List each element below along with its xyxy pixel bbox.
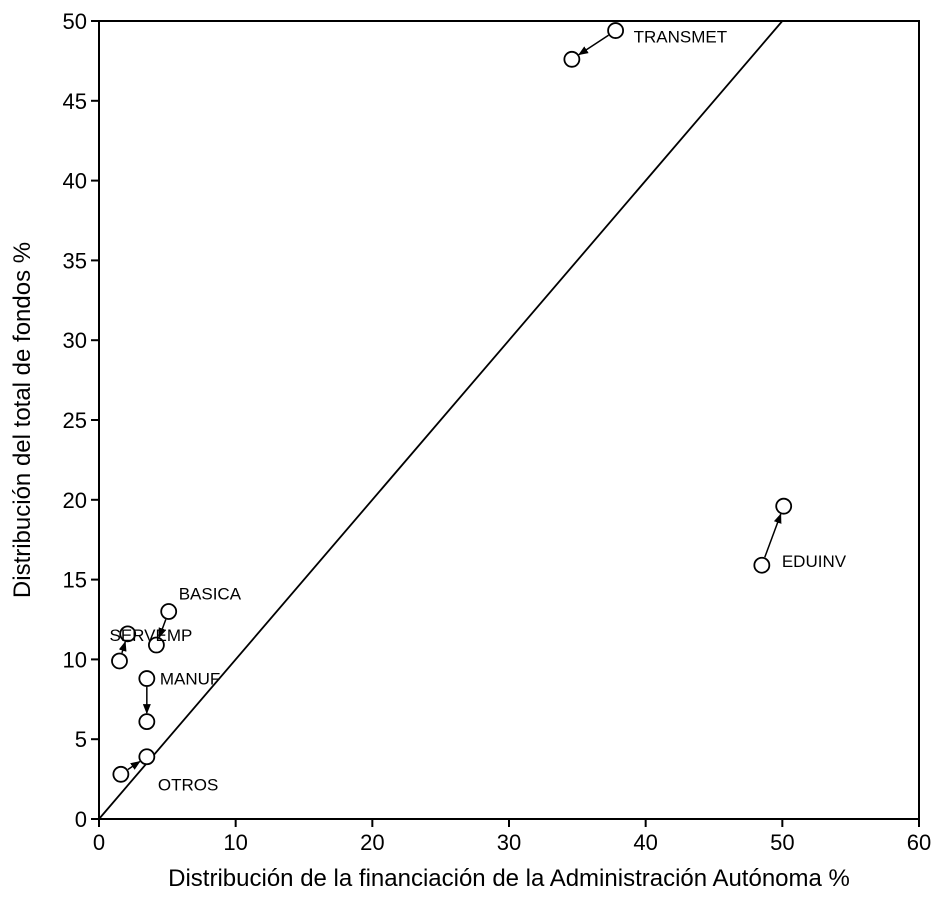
point-marker-end (119, 625, 137, 643)
y-tick-label: 15 (63, 568, 87, 593)
point-marker-end (563, 50, 581, 68)
point-label: EDUINV (782, 552, 847, 571)
point-marker-end (147, 636, 165, 654)
x-tick-label: 0 (93, 830, 105, 855)
point-marker-start (112, 765, 130, 783)
y-tick-label: 45 (63, 89, 87, 114)
y-axis-ticks: 0 5 10 15 20 25 30 35 40 45 50 (63, 9, 99, 832)
point-marker-start (138, 670, 156, 687)
plot-frame (98, 20, 920, 820)
x-tick-label: 50 (770, 830, 794, 855)
point-group: EDUINV (753, 497, 847, 574)
point-marker-start (753, 556, 771, 574)
x-tick-label: 30 (497, 830, 521, 855)
point-marker-start (607, 22, 624, 39)
y-tick-label: 10 (63, 647, 87, 672)
y-tick-label: 40 (63, 169, 87, 194)
x-tick-label: 60 (907, 830, 931, 855)
shift-arrow (118, 641, 127, 654)
point-group: MANUF (138, 670, 220, 731)
point-label: TRANSMET (634, 28, 728, 47)
point-marker-end (138, 713, 156, 731)
x-axis-title: Distribución de la financiación de la Ad… (168, 865, 850, 892)
point-group: BASICA (147, 585, 242, 654)
point-marker-start (111, 652, 128, 670)
reference-diagonal-line (98, 20, 784, 820)
y-tick-label: 30 (63, 328, 87, 353)
shift-arrow (158, 619, 167, 638)
y-tick-label: 20 (63, 488, 87, 513)
point-label: MANUF (160, 670, 220, 689)
point-group: OTROS (112, 748, 218, 794)
x-axis-ticks: 0 10 20 30 40 50 60 (93, 819, 931, 855)
point-marker-start (160, 603, 178, 620)
point-marker-end (775, 497, 793, 515)
shift-arrow (578, 34, 609, 56)
x-tick-label: 10 (223, 830, 247, 855)
y-tick-label: 0 (75, 807, 87, 832)
y-tick-label: 35 (63, 248, 87, 273)
data-points: TRANSMET EDUINV BASICA SERVEMP MANUF OTROS (110, 22, 847, 794)
x-tick-label: 40 (633, 830, 657, 855)
shift-arrow (764, 513, 782, 558)
y-tick-label: 25 (63, 408, 87, 433)
y-tick-label: 50 (63, 9, 87, 34)
x-tick-label: 20 (360, 830, 384, 855)
point-group: SERVEMP (110, 625, 193, 670)
y-tick-label: 5 (75, 727, 87, 752)
point-group: TRANSMET (563, 22, 728, 68)
y-axis-title: Distribución del total de fondos % (9, 242, 36, 598)
point-marker-end (138, 748, 156, 766)
point-label: OTROS (158, 775, 218, 794)
point-label: SERVEMP (110, 626, 193, 645)
point-label: BASICA (179, 585, 242, 604)
shift-arrow (127, 760, 141, 771)
